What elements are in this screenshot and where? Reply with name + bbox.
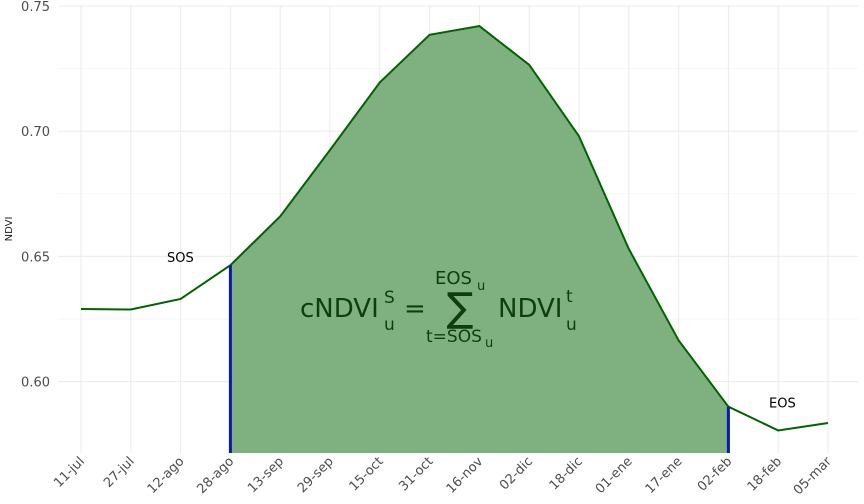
- formula-rhs-sub: u: [566, 315, 577, 335]
- y-tick-label: 0.65: [21, 250, 50, 265]
- y-tick-label: 0.60: [21, 376, 50, 391]
- x-tick-label: 02-feb: [695, 454, 735, 494]
- y-axis-label: NDVI: [4, 217, 15, 242]
- x-tick-label: 17-ene: [643, 454, 686, 497]
- formula-lhs-sub: u: [384, 315, 395, 335]
- x-tick-label: 13-sep: [245, 454, 287, 496]
- formula-rhs: NDVI: [498, 294, 562, 324]
- x-axis-ticks: 11-jul 27-jul 12-ago 28-ago 13-sep 29-sep 15-o…: [51, 454, 835, 498]
- cndvi-area: [230, 26, 729, 454]
- eos-label: EOS: [769, 397, 796, 412]
- x-tick-label: 31-oct: [396, 454, 436, 494]
- formula-sum-upper-sub: u: [477, 279, 485, 294]
- formula-sum-upper: EOS: [435, 268, 472, 289]
- x-tick-label: 01-ene: [593, 454, 636, 497]
- y-axis-ticks: 0.60 0.65 0.70 0.75: [21, 0, 50, 391]
- formula-rhs-sup: t: [566, 287, 573, 307]
- x-tick-label: 15-oct: [347, 454, 387, 494]
- x-tick-label: 11-jul: [51, 454, 88, 491]
- x-tick-label: 28-ago: [195, 454, 238, 497]
- x-tick-label: 29-sep: [295, 454, 337, 496]
- x-tick-label: 18-feb: [745, 454, 785, 494]
- y-tick-label: 0.75: [21, 0, 50, 15]
- formula-equals: =: [404, 294, 426, 324]
- x-tick-label: 18-dic: [547, 454, 586, 493]
- formula-lhs-sup: S: [384, 288, 395, 308]
- x-tick-label: 12-ago: [145, 454, 188, 497]
- formula-lhs: cNDVI: [300, 294, 379, 324]
- x-tick-label: 16-nov: [444, 454, 487, 497]
- cndvi-formula: cNDVI S u = ∑ EOS u t=SOS u NDVI t u: [300, 268, 577, 351]
- x-tick-label: 05-mar: [791, 454, 835, 498]
- x-tick-label: 02-dic: [497, 454, 536, 493]
- formula-sum-lower-sub: u: [485, 336, 493, 351]
- y-tick-label: 0.70: [21, 125, 50, 140]
- sos-label: SOS: [167, 251, 194, 266]
- formula-sum-lower: t=SOS: [426, 327, 482, 347]
- x-tick-label: 27-jul: [101, 454, 138, 491]
- ndvi-line: [80, 24, 829, 432]
- formula-sum-symbol: ∑: [447, 285, 474, 331]
